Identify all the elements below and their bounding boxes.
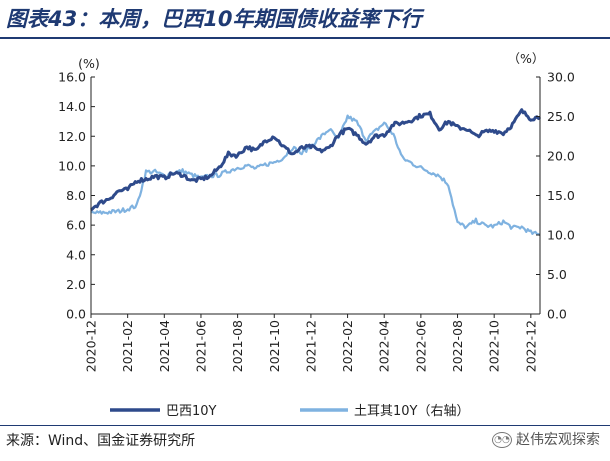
left-axis-label: (%)	[78, 56, 100, 71]
x-tick-label: 2022-08	[450, 320, 465, 372]
left-tick-label: 14.0	[58, 99, 86, 114]
x-tick-label: 2021-02	[120, 320, 135, 372]
right-tick-label: 5.0	[547, 267, 567, 282]
legend-label-turkey: 土耳其10Y（右轴）	[354, 404, 469, 419]
x-tick-label: 2021-06	[193, 320, 208, 372]
left-tick-label: 12.0	[58, 129, 86, 144]
title-divider	[0, 37, 610, 39]
x-tick-label: 2021-12	[303, 320, 318, 372]
x-tick-label: 2021-04	[157, 320, 172, 372]
left-tick-label: 6.0	[66, 218, 86, 233]
left-tick-label: 4.0	[66, 247, 86, 262]
right-tick-label: 30.0	[547, 70, 575, 85]
right-tick-label: 25.0	[547, 109, 575, 124]
left-tick-label: 2.0	[66, 277, 86, 292]
left-tick-label: 10.0	[58, 158, 86, 173]
right-tick-label: 10.0	[547, 228, 575, 243]
x-tick-label: 2021-10	[267, 320, 282, 372]
x-tick-label: 2022-06	[413, 320, 428, 372]
left-tick-label: 0.0	[66, 307, 86, 322]
source-note: 来源：Wind、国金证券研究所	[6, 433, 196, 449]
wechat-icon: ◔◔	[492, 432, 512, 448]
chart-axes: 0.0 2.0 4.0 6.0 8.0 10.0 12.0 14.0 16.0(%) 0.0 5.0…	[58, 51, 575, 372]
series-line-brazil	[90, 108, 542, 212]
right-axis-label: （%）	[508, 51, 545, 66]
right-tick-label: 0.0	[547, 307, 567, 322]
x-tick-label: 2022-04	[377, 320, 392, 372]
watermark: ◔◔ 赵伟宏观探索	[492, 429, 600, 451]
footer-divider	[0, 425, 610, 426]
plot-area	[89, 108, 542, 238]
left-tick-label: 8.0	[66, 188, 86, 203]
chart-legend: 巴西10Y 土耳其10Y（右轴）	[110, 404, 469, 419]
x-tick-label: 2020-12	[84, 320, 99, 372]
legend-label-brazil: 巴西10Y	[166, 404, 217, 419]
x-tick-label: 2021-08	[230, 320, 245, 372]
right-tick-label: 20.0	[547, 149, 575, 164]
x-tick-label: 2022-10	[487, 320, 502, 372]
chart-title: 图表43：本周，巴西10年期国债收益率下行	[6, 7, 422, 31]
x-tick-label: 2022-12	[523, 320, 538, 372]
watermark-text: 赵伟宏观探索	[516, 432, 600, 448]
right-tick-label: 15.0	[547, 188, 575, 203]
x-tick-label: 2022-02	[340, 320, 355, 372]
left-tick-label: 16.0	[58, 70, 86, 85]
